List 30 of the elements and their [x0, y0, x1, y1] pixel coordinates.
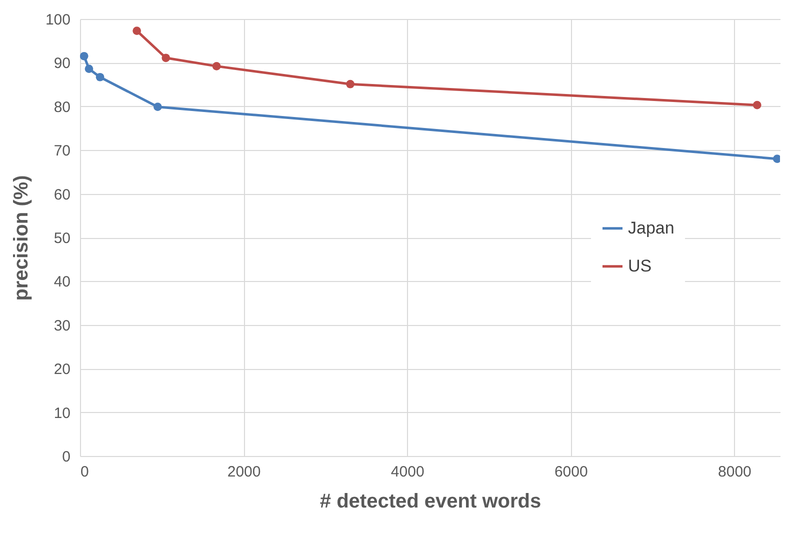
- point: [84, 64, 94, 73]
- legend-label: Japan: [628, 218, 674, 238]
- y-tick-label: 10: [54, 404, 70, 422]
- x-axis-title: # detected event words: [320, 490, 542, 512]
- x-tick-label: 2000: [227, 464, 261, 480]
- y-tick-label: 100: [45, 12, 70, 28]
- point: [772, 154, 780, 164]
- y-tick-label: 70: [54, 142, 70, 160]
- y-tick-label: 30: [54, 317, 70, 334]
- y-tick-label: 0: [62, 448, 70, 466]
- point: [212, 62, 221, 70]
- point: [80, 52, 88, 60]
- legend-label: US: [628, 256, 652, 276]
- y-tick-label: 60: [54, 186, 70, 204]
- x-tick-label: 0: [80, 464, 89, 480]
- point: [346, 80, 354, 88]
- x-tick-label: 4000: [390, 464, 424, 480]
- y-axis-title: precision (%): [10, 175, 32, 301]
- point: [162, 54, 170, 62]
- point: [752, 100, 762, 110]
- y-tick-label: 80: [54, 98, 70, 116]
- y-tick-label: 20: [54, 361, 70, 378]
- point: [96, 72, 104, 82]
- x-tick-label: 8000: [718, 464, 752, 480]
- y-tick-label: 90: [54, 55, 70, 72]
- point: [132, 26, 142, 35]
- y-tick-label: 40: [54, 274, 70, 291]
- point: [154, 102, 162, 112]
- y-tick-label: 50: [54, 230, 70, 247]
- x-tick-label: 6000: [554, 464, 588, 480]
